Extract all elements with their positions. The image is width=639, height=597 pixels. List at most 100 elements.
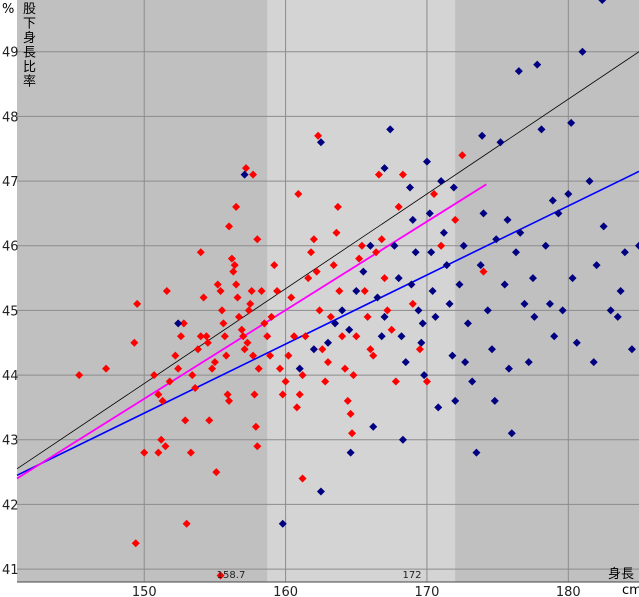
- scatter-point: [537, 125, 546, 134]
- scatter-point: [181, 416, 190, 425]
- scatter-point: [425, 209, 434, 218]
- scatter-point: [275, 364, 284, 373]
- scatter-point: [468, 377, 477, 386]
- scatter-point: [434, 403, 443, 412]
- scatter-point: [301, 332, 310, 341]
- scatter-point: [346, 409, 355, 418]
- scatter-point: [451, 396, 460, 405]
- scatter-point: [266, 351, 275, 360]
- scatter-point: [459, 241, 468, 250]
- scatter-point: [249, 170, 258, 179]
- scatter-point: [174, 319, 183, 328]
- x-tick-labels: 150 160 170 180: [132, 585, 581, 597]
- scatter-point: [383, 306, 392, 315]
- scatter-point: [253, 235, 262, 244]
- scatter-point: [530, 312, 539, 321]
- scatter-point: [199, 293, 208, 302]
- scatter-point: [345, 325, 354, 334]
- scatter-point: [298, 371, 307, 380]
- scatter-point: [249, 351, 258, 360]
- x-unit-label: cm: [622, 583, 639, 597]
- scatter-point: [312, 267, 321, 276]
- x-tick-label: 150: [132, 585, 157, 597]
- scatter-point: [332, 228, 341, 237]
- scatter-point: [355, 254, 364, 263]
- y-tick-label: 44: [2, 369, 19, 384]
- scatter-point: [422, 157, 431, 166]
- scatter-point: [193, 345, 202, 354]
- scatter-point: [550, 332, 559, 341]
- scatter-point: [316, 138, 325, 147]
- scatter-point: [196, 332, 205, 341]
- scatter-point: [281, 377, 290, 386]
- scatter-point: [414, 306, 423, 315]
- y-axis-label-char: 下: [23, 17, 36, 32]
- scatter-point: [243, 338, 252, 347]
- y-tick-labels: 41 42 43 44 45 46 47 48 49: [2, 46, 19, 578]
- scatter-point: [478, 131, 487, 140]
- scatter-point: [239, 332, 248, 341]
- scatter-point: [391, 377, 400, 386]
- trend-line-0: [16, 51, 639, 470]
- scatter-point: [524, 358, 533, 367]
- scatter-point: [437, 177, 446, 186]
- scatter-point: [232, 202, 241, 211]
- scatter-point: [458, 151, 467, 160]
- y-tick-label: 49: [2, 46, 19, 61]
- scatter-point: [273, 287, 282, 295]
- scatter-point: [496, 138, 505, 147]
- y-axis-label-char: 比: [23, 60, 36, 75]
- scatter-point: [422, 377, 431, 386]
- y-tick-label: 45: [2, 304, 19, 319]
- scatter-point: [244, 306, 253, 315]
- scatter-point: [315, 306, 324, 315]
- scatter-point: [439, 228, 448, 237]
- scatter-point: [162, 287, 171, 295]
- scatter-point: [318, 345, 327, 354]
- scatter-point: [348, 429, 357, 438]
- scatter-point: [369, 422, 378, 431]
- scatter-point: [203, 338, 212, 347]
- scatter-point: [428, 287, 437, 295]
- scatter-point: [133, 299, 142, 308]
- scatter-point: [295, 390, 304, 399]
- scatter-point: [217, 306, 226, 315]
- scatter-point: [186, 448, 195, 457]
- scatter-point: [455, 280, 464, 289]
- scatter-point: [578, 47, 587, 56]
- scatter-point: [476, 261, 485, 270]
- scatter-point: [171, 351, 180, 360]
- scatter-point: [188, 371, 197, 380]
- scatter-point: [374, 170, 383, 179]
- scatter-point: [504, 364, 513, 373]
- scatter-point: [208, 364, 217, 373]
- y-tick-label: 46: [2, 240, 19, 255]
- scatter-point: [394, 202, 403, 211]
- series-blue-points: [174, 0, 639, 528]
- scatter-point: [620, 248, 629, 257]
- scatter-point: [599, 222, 608, 231]
- scatter-point: [408, 299, 417, 308]
- scatter-point: [338, 332, 347, 341]
- scatter-point: [179, 319, 188, 328]
- scatter-point: [500, 280, 509, 289]
- scatter-point: [182, 519, 191, 528]
- scatter-point: [442, 261, 451, 270]
- scatter-point: [349, 371, 358, 380]
- scatter-point: [451, 215, 460, 224]
- scatter-point: [284, 351, 293, 360]
- series-red-points: [75, 131, 488, 580]
- scatter-point: [230, 261, 239, 270]
- scatter-point: [247, 287, 256, 295]
- scatter-point: [263, 332, 272, 341]
- trend-lines: [16, 51, 639, 480]
- scatter-point: [340, 364, 349, 373]
- scatter-point: [380, 312, 389, 321]
- scatter-point: [225, 396, 234, 405]
- scatter-point: [202, 332, 211, 341]
- scatter-point: [380, 164, 389, 173]
- scatter-point: [397, 332, 406, 341]
- scatter-point: [287, 293, 296, 302]
